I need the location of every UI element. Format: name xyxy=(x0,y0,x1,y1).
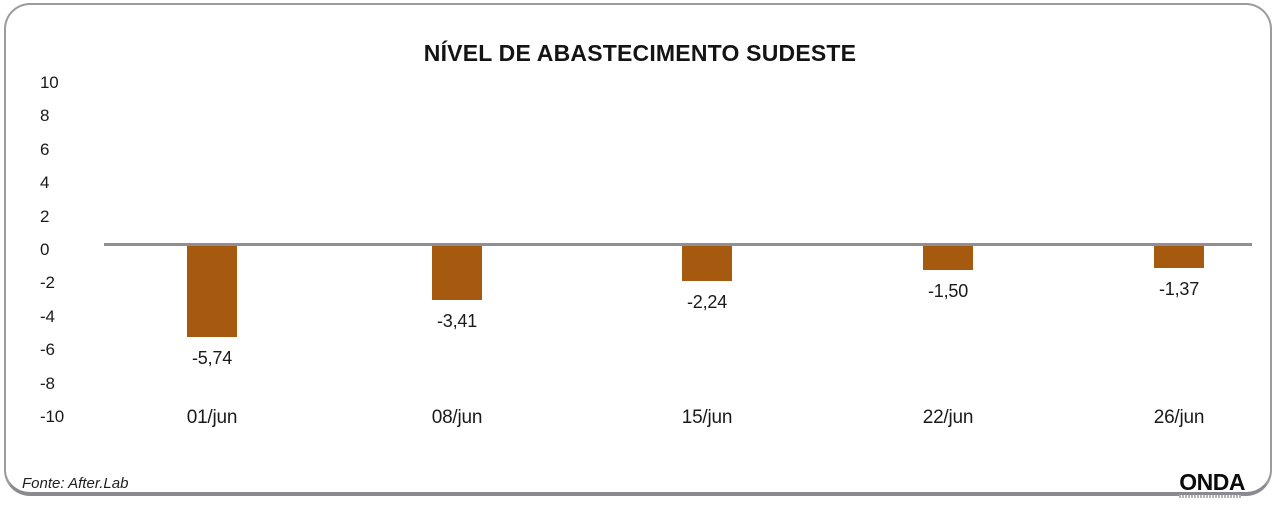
bar-08/jun xyxy=(432,246,482,300)
y-axis-tick-label: 2 xyxy=(40,206,50,226)
y-axis-tick-label: 4 xyxy=(40,173,50,193)
y-axis-tick-label: 0 xyxy=(40,240,50,259)
x-axis-tick-label: 22/jun xyxy=(922,407,974,428)
onda-tagline xyxy=(1179,495,1242,498)
bar-22/jun xyxy=(923,246,973,270)
y-axis-tick-label: 10 xyxy=(40,73,59,92)
y-axis-tick-label: -8 xyxy=(40,373,55,393)
y-axis-tick-label: -4 xyxy=(40,306,55,326)
y-axis-tick-label: 8 xyxy=(40,106,50,126)
y-axis-tick-label: -2 xyxy=(40,273,55,293)
x-axis-tick-label: 26/jun xyxy=(1153,407,1205,428)
source-note: Fonte: After.Lab xyxy=(22,475,129,492)
x-axis-tick-label: 15/jun xyxy=(681,407,733,428)
bar-15/jun xyxy=(682,246,732,282)
x-axis-tick-label: 01/jun xyxy=(186,407,238,428)
onda-logo: ONDA xyxy=(1179,471,1245,498)
bar-01/jun xyxy=(187,246,237,337)
bar-value-label: -3,41 xyxy=(436,310,478,331)
onda-logo-text: ONDA xyxy=(1179,469,1245,495)
bar-26/jun xyxy=(1154,246,1204,268)
bar-value-label: -5,74 xyxy=(191,347,233,368)
bar-value-label: -1,50 xyxy=(927,280,969,301)
chart-title: NÍVEL DE ABASTECIMENTO SUDESTE xyxy=(423,40,857,66)
bar-value-label: -1,37 xyxy=(1158,278,1200,299)
y-axis-tick-label: -6 xyxy=(40,340,55,360)
zero-axis-line xyxy=(104,243,1252,246)
bar-value-label: -2,24 xyxy=(686,292,728,313)
y-axis-tick-label: -10 xyxy=(40,407,64,426)
x-axis-tick-label: 08/jun xyxy=(431,407,483,428)
y-axis-tick-label: 6 xyxy=(40,139,50,159)
